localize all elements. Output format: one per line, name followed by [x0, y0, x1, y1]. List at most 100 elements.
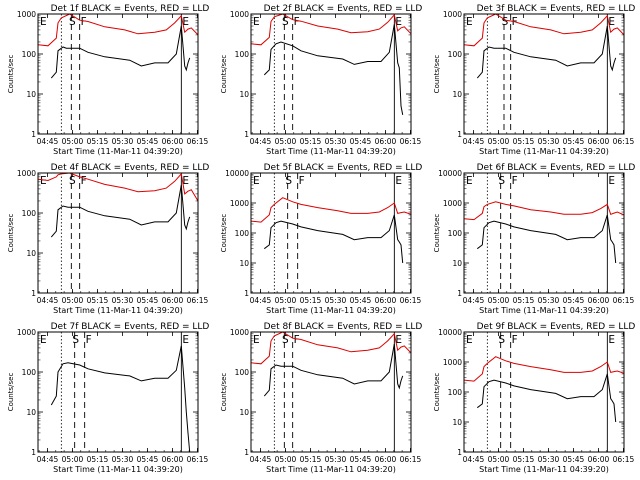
- panel-det-6f: Det 6f BLACK = Events, RED = LLD Counts/s…: [433, 163, 635, 315]
- x-tick-label: 06:15: [400, 137, 422, 146]
- plot-frame: [37, 331, 199, 453]
- panel-title: Det 2f BLACK = Events, RED = LLD: [264, 4, 423, 14]
- marker-label-s: S: [498, 175, 505, 187]
- marker-label-s: S: [498, 334, 505, 346]
- events-series-line: [476, 25, 617, 79]
- y-axis-label: Counts/sec: [220, 55, 228, 94]
- x-tick-label: 06:15: [400, 455, 422, 464]
- plot-frame: [37, 172, 199, 294]
- x-tick-label: 04:45: [250, 137, 272, 146]
- y-tick-label: 1000: [443, 358, 462, 367]
- panel-title: Det 1f BLACK = Events, RED = LLD: [51, 4, 210, 14]
- x-tick-label: 06:00: [162, 296, 184, 305]
- x-tick-label: 05:30: [112, 296, 134, 305]
- x-tick-label: 05:00: [488, 296, 510, 305]
- x-tick-label: 04:45: [463, 455, 485, 464]
- y-tick-label: 1000: [230, 199, 249, 208]
- panel-title: Det 9f BLACK = Events, RED = LLD: [477, 322, 636, 332]
- x-tick-label: 05:30: [325, 296, 347, 305]
- marker-label-e: E: [40, 334, 47, 346]
- x-tick-label: 06:15: [400, 296, 422, 305]
- lld-series-line: [251, 332, 411, 365]
- x-tick-label: 04:45: [463, 137, 485, 146]
- y-axis-label: Counts/sec: [7, 55, 15, 94]
- panel-title: Det 5f BLACK = Events, RED = LLD: [264, 163, 423, 173]
- x-tick-label: 06:15: [187, 455, 209, 464]
- panel-title: Det 7f BLACK = Events, RED = LLD: [51, 322, 210, 332]
- events-series-line: [263, 24, 404, 115]
- y-tick-label: 1: [244, 130, 249, 139]
- marker-label-e: E: [40, 175, 47, 187]
- panel-det-1f: Det 1f BLACK = Events, RED = LLD Counts/s…: [7, 4, 209, 156]
- y-tick-label: 100: [235, 368, 250, 377]
- y-tick-label: 1: [31, 130, 36, 139]
- x-axis-label: Start Time (11-Mar-11 04:39:20): [479, 306, 609, 315]
- lld-series-line: [38, 173, 198, 202]
- y-axis-label: Counts/sec: [433, 214, 441, 253]
- marker-label-f: F: [86, 334, 92, 346]
- x-tick-label: 04:45: [250, 296, 272, 305]
- y-axis-label: Counts/sec: [220, 214, 228, 253]
- x-tick-label: 05:00: [275, 455, 297, 464]
- marker-label-e: E: [253, 175, 260, 187]
- x-tick-label: 05:00: [488, 137, 510, 146]
- marker-label-e: E: [253, 16, 260, 28]
- lld-series-line: [464, 14, 624, 47]
- events-series-line: [263, 214, 404, 264]
- plot-frame: [463, 172, 625, 294]
- y-tick-label: 10: [239, 408, 249, 417]
- x-tick-label: 05:15: [300, 455, 322, 464]
- x-tick-label: 05:00: [275, 137, 297, 146]
- x-tick-label: 05:15: [87, 137, 109, 146]
- plot-frame: [250, 331, 412, 453]
- y-axis-label: Counts/sec: [7, 214, 15, 253]
- marker-label-s: S: [282, 16, 289, 28]
- x-tick-label: 04:45: [250, 455, 272, 464]
- x-tick-label: 04:45: [463, 296, 485, 305]
- y-tick-label: 1: [31, 448, 36, 457]
- x-tick-label: 05:15: [87, 455, 109, 464]
- x-axis-label: Start Time (11-Mar-11 04:39:20): [53, 465, 183, 474]
- marker-label-s: S: [282, 334, 289, 346]
- y-tick-label: 10: [452, 418, 462, 427]
- x-tick-label: 05:30: [538, 455, 560, 464]
- y-tick-label: 1000: [17, 10, 36, 19]
- panel-det-5f: Det 5f BLACK = Events, RED = LLD Counts/s…: [220, 163, 422, 315]
- x-tick-label: 05:00: [62, 296, 84, 305]
- marker-label-e: E: [608, 334, 615, 346]
- x-tick-label: 06:15: [613, 296, 635, 305]
- x-axis-label: Start Time (11-Mar-11 04:39:20): [53, 147, 183, 156]
- x-axis-label: Start Time (11-Mar-11 04:39:20): [266, 465, 396, 474]
- marker-label-e: E: [466, 175, 473, 187]
- y-axis-label: Counts/sec: [7, 373, 15, 412]
- lld-series-line: [38, 14, 198, 47]
- y-tick-label: 1: [31, 289, 36, 298]
- x-tick-label: 06:00: [588, 455, 610, 464]
- marker-label-e: E: [182, 334, 189, 346]
- x-tick-label: 06:15: [613, 455, 635, 464]
- x-tick-label: 05:45: [137, 455, 159, 464]
- y-tick-label: 10: [239, 259, 249, 268]
- events-series-line: [50, 25, 191, 79]
- events-series-line: [476, 373, 617, 423]
- x-tick-label: 05:00: [275, 296, 297, 305]
- x-tick-label: 05:00: [62, 137, 84, 146]
- marker-label-e: E: [395, 334, 402, 346]
- x-tick-label: 04:45: [37, 137, 59, 146]
- panel-title: Det 4f BLACK = Events, RED = LLD: [51, 163, 210, 173]
- marker-label-s: S: [69, 175, 76, 187]
- marker-label-s: S: [285, 175, 292, 187]
- x-axis-label: Start Time (11-Mar-11 04:39:20): [266, 306, 396, 315]
- y-tick-label: 1000: [230, 328, 249, 337]
- y-tick-label: 1000: [443, 10, 462, 19]
- x-tick-label: 05:15: [513, 296, 535, 305]
- x-tick-label: 06:00: [375, 137, 397, 146]
- marker-label-f: F: [512, 334, 518, 346]
- marker-label-s: S: [502, 16, 509, 28]
- x-tick-label: 06:00: [375, 455, 397, 464]
- y-tick-label: 10: [26, 249, 36, 258]
- marker-label-s: S: [72, 334, 79, 346]
- x-tick-label: 05:45: [350, 137, 372, 146]
- panel-det-2f: Det 2f BLACK = Events, RED = LLD Counts/s…: [220, 4, 422, 156]
